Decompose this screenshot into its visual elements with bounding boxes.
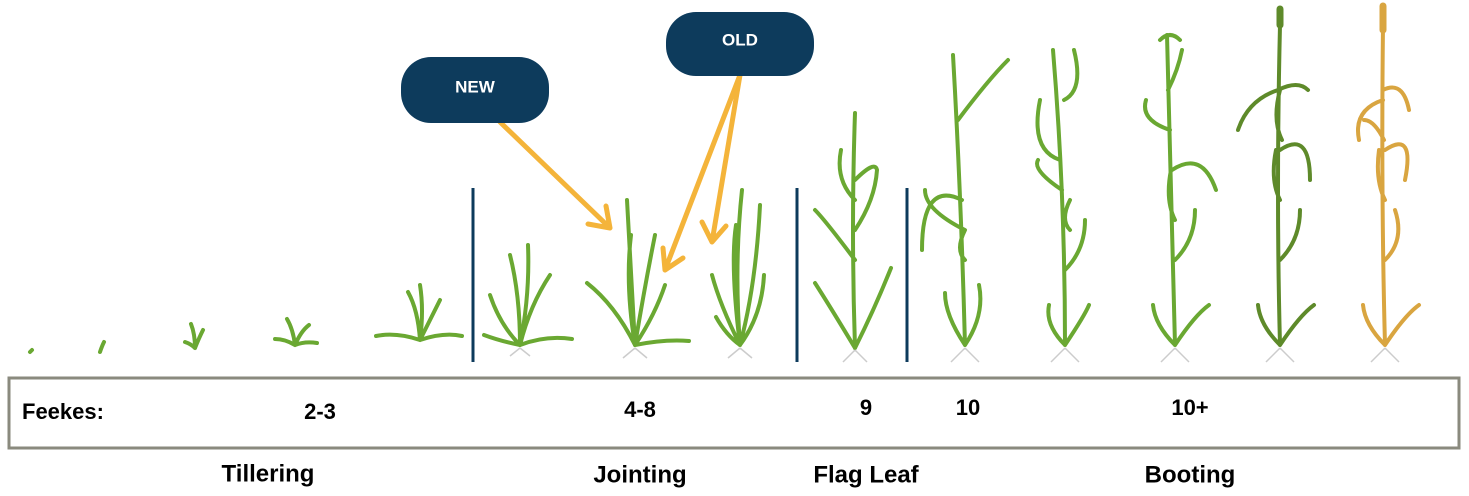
callout-label: NEW	[455, 77, 496, 96]
feekes-number: 10+	[1171, 395, 1208, 420]
stage-dividers	[473, 188, 907, 362]
stage-name: Flag Leaf	[813, 461, 919, 488]
wheat-growth-diagram: NEW OLD Feekes: 2-3 4-8 9 10 10+ Tilleri…	[0, 0, 1469, 496]
arrow	[500, 122, 610, 228]
feekes-number: 4-8	[624, 397, 656, 422]
stage-name: Booting	[1145, 461, 1236, 488]
feekes-number: 10	[956, 395, 980, 420]
stage-name: Jointing	[593, 461, 686, 488]
roots	[510, 348, 1399, 362]
feekes-box	[9, 378, 1459, 448]
callout-label: OLD	[722, 30, 758, 49]
arrow	[663, 75, 740, 270]
feekes-number: 9	[860, 395, 872, 420]
stage-name: Tillering	[222, 460, 315, 487]
plant	[1358, 6, 1419, 345]
feekes-number: 2-3	[304, 399, 336, 424]
plant	[1238, 9, 1314, 345]
plant	[30, 35, 1216, 352]
feekes-label: Feekes:	[22, 399, 104, 424]
